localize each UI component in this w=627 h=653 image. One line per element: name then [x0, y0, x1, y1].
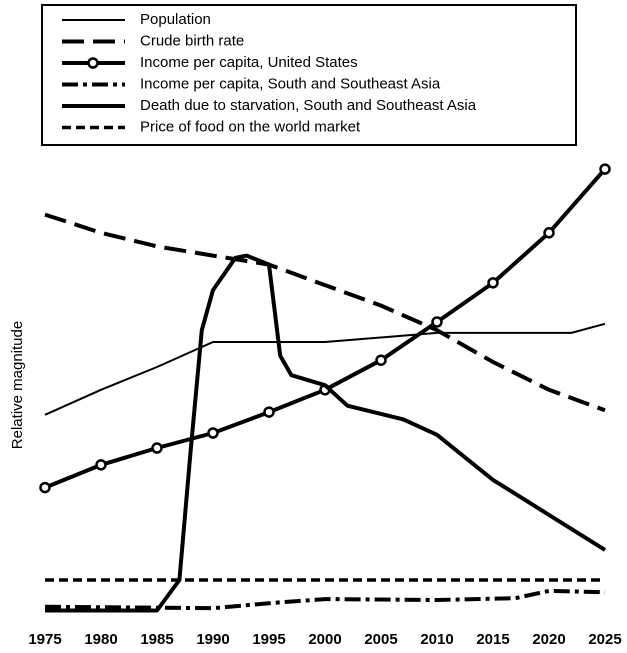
point-marker	[375, 354, 387, 366]
point-marker	[207, 427, 219, 439]
x-tick-label: 2010	[420, 631, 453, 648]
legend-label: Price of food on the world market	[140, 118, 361, 135]
x-tick-label: 2015	[476, 631, 509, 648]
legend-label: Crude birth rate	[140, 32, 244, 49]
x-tick-label: 2005	[364, 631, 397, 648]
legend-box	[41, 4, 577, 146]
point-marker	[487, 277, 499, 289]
legend-marker	[87, 57, 99, 69]
series-line	[44, 212, 606, 413]
x-tick-label: 2025	[588, 631, 621, 648]
point-marker	[263, 406, 275, 418]
series-line	[44, 588, 606, 611]
legend-label: Income per capita, United States	[140, 54, 358, 71]
legend-label: Income per capita, South and Southeast A…	[140, 75, 441, 92]
x-tick-label: 1975	[28, 631, 61, 648]
point-marker	[431, 316, 443, 328]
point-marker	[151, 442, 163, 454]
x-tick-label: 1995	[252, 631, 285, 648]
point-marker	[543, 227, 555, 239]
legend-label: Population	[140, 11, 211, 28]
series-line	[44, 322, 606, 416]
y-axis-label: Relative magnitude	[9, 321, 26, 449]
x-tick-label: 1990	[196, 631, 229, 648]
x-tick-label: 2020	[532, 631, 565, 648]
series-line	[44, 167, 607, 490]
x-tick-label: 1985	[140, 631, 173, 648]
x-tick-label: 2000	[308, 631, 341, 648]
point-marker	[39, 481, 51, 494]
series-line	[45, 253, 607, 613]
legend-label: Death due to starvation, South and South…	[140, 97, 477, 114]
point-marker	[95, 459, 107, 471]
x-tick-label: 1980	[84, 631, 117, 648]
point-marker	[599, 163, 611, 175]
